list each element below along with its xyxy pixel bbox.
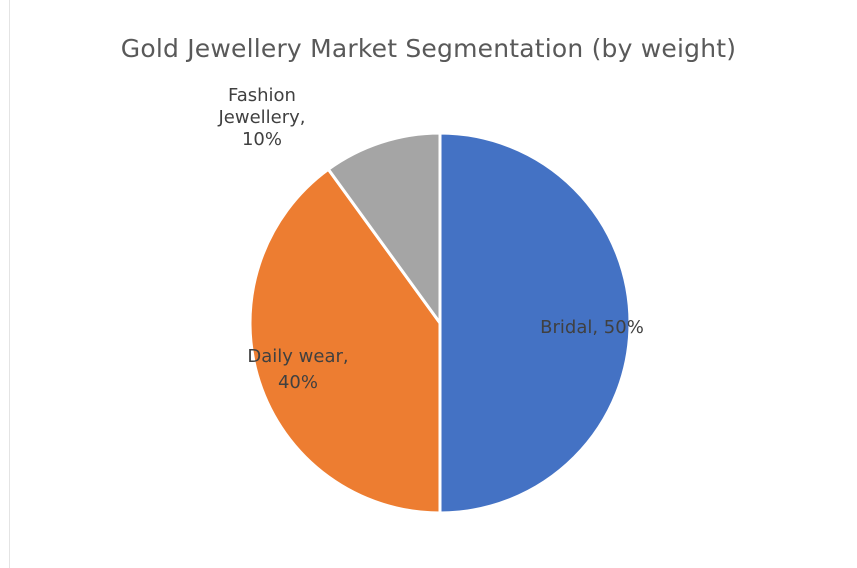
data-label-line: Jewellery, (217, 107, 305, 128)
pie-slices (248, 131, 632, 515)
data-label-bridal: Bridal, 50% (540, 317, 644, 338)
pie-labels: Bridal, 50% Daily wear, 40% Fashion Jeweller… (217, 85, 643, 393)
data-label-line: 10% (242, 129, 282, 150)
left-border-line (9, 0, 10, 568)
pie-slice-daily-wear (248, 167, 442, 515)
data-label-line: Bridal, 50% (540, 317, 644, 338)
data-label-line: 40% (278, 372, 318, 393)
data-label-line: Fashion (228, 85, 296, 106)
chart-title: Gold Jewellery Market Segmentation (by w… (120, 34, 737, 63)
data-label-line: Daily wear, (247, 346, 348, 367)
pie-slice-bridal (438, 131, 632, 515)
data-label-fashion-jewellery: Fashion Jewellery, 10% (217, 85, 305, 150)
pie-slice-fashion-jewellery (326, 131, 442, 325)
data-label-daily-wear: Daily wear, 40% (247, 346, 348, 393)
